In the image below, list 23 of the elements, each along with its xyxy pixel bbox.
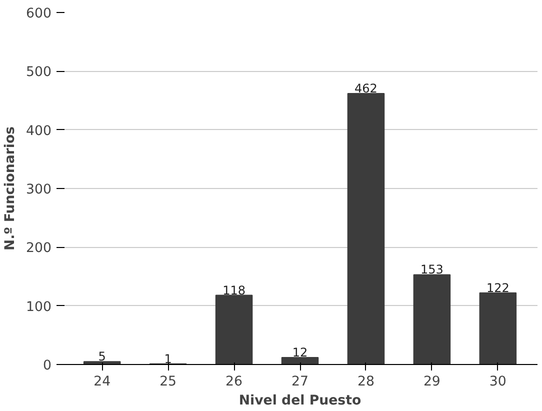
data-label: 12: [292, 345, 308, 360]
y-tick-label: 600: [26, 6, 52, 22]
y-tick-label: 400: [26, 124, 52, 139]
y-tick-label: 300: [26, 182, 52, 198]
data-label: 153: [420, 262, 444, 277]
data-label: 1: [164, 352, 172, 366]
x-tick-label: 28: [357, 374, 374, 390]
y-tick-label: 100: [26, 300, 52, 315]
data-label: 462: [354, 81, 378, 96]
data-label: 5: [98, 350, 106, 364]
x-tick-label: 25: [160, 374, 177, 390]
data-label: 118: [222, 283, 246, 298]
x-tick-label: 29: [423, 374, 440, 390]
x-tick-label: 24: [94, 374, 111, 390]
x-tick-label: 30: [489, 374, 506, 390]
y-tick-label: 200: [26, 241, 52, 256]
data-label: 122: [486, 280, 510, 295]
y-tick-label: 0: [43, 358, 52, 374]
y-axis-title: N.º Funcionarios: [3, 126, 18, 251]
x-tick-label: 27: [292, 374, 308, 390]
x-tick-label: 26: [226, 374, 243, 390]
x-axis-title: Nivel del Puesto: [238, 394, 362, 408]
y-tick-label: 500: [26, 65, 52, 80]
